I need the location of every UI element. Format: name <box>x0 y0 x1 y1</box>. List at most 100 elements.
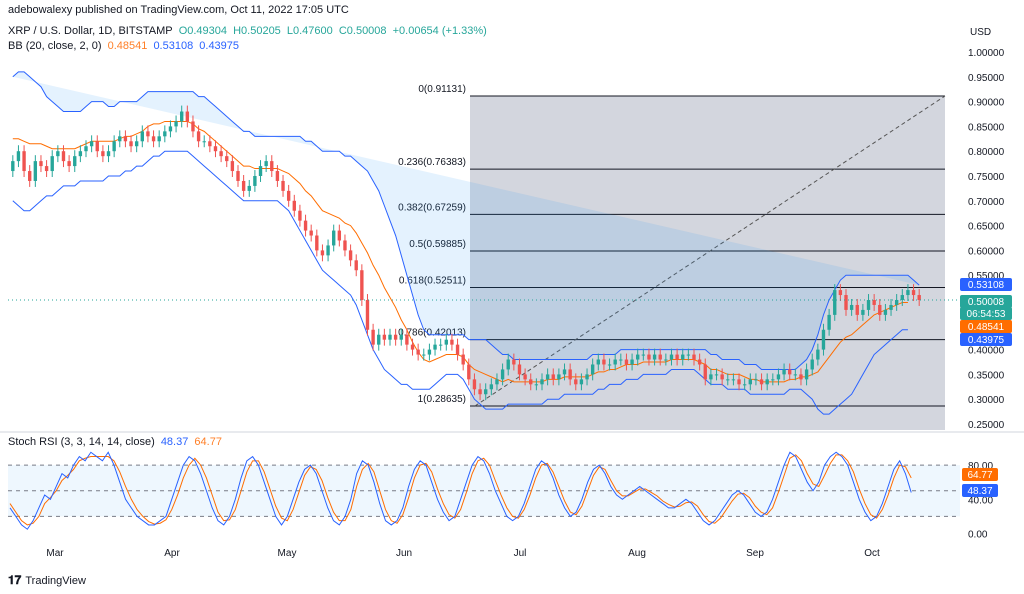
candle-body <box>647 354 651 360</box>
candle-body <box>664 359 668 361</box>
price-tick-label: 0.30000 <box>968 395 1005 406</box>
candle-body <box>607 364 612 366</box>
symbol-label[interactable]: XRP / U.S. Dollar, 1D, BITSTAMP <box>8 25 173 37</box>
candle-body <box>630 359 634 365</box>
candle-body <box>208 141 212 147</box>
candle-body <box>185 111 190 122</box>
tradingview-logo-icon[interactable]: 𝟏𝟕 <box>8 573 22 587</box>
candle-body <box>444 339 448 345</box>
candle-body <box>500 369 505 380</box>
candle-body <box>22 151 26 172</box>
candle-body <box>365 300 370 330</box>
currency-label: USD <box>970 27 991 38</box>
price-tick-label: 0.60000 <box>968 246 1005 257</box>
candle-body <box>101 151 105 157</box>
fib-level-label: 0.618(0.52511) <box>399 276 466 287</box>
bb-upper-value: 0.53108 <box>153 40 194 52</box>
candle-body <box>393 334 398 340</box>
candle-body <box>16 151 21 162</box>
brand-label[interactable]: TradingView <box>25 574 86 587</box>
candle-body <box>737 379 741 385</box>
price-badge-label: 0.53108 <box>968 280 1005 291</box>
candle-body <box>168 126 173 132</box>
candle-body <box>748 379 752 385</box>
bb-basis-value: 0.48541 <box>107 40 148 52</box>
price-badge-label: 0.50008 <box>968 297 1005 308</box>
footer: 𝟏𝟕 TradingView <box>8 573 86 588</box>
price-badge <box>960 295 1012 308</box>
rsi-legend: Stoch RSI (3, 3, 14, 14, close) 48.37 64… <box>8 436 225 448</box>
candle-body <box>911 290 916 296</box>
candle-body <box>596 359 600 365</box>
bollinger-bands <box>12 71 920 415</box>
candle-body <box>427 349 432 355</box>
candle-body <box>146 131 150 137</box>
candle-body <box>878 304 882 315</box>
candle-body <box>742 384 747 386</box>
price-tick-label: 0.55000 <box>968 271 1005 282</box>
rsi-badge-label: 64.77 <box>967 470 992 481</box>
candle-body <box>804 369 809 380</box>
candle-body <box>776 374 781 380</box>
candle-body <box>270 161 274 172</box>
candle-body <box>506 359 510 370</box>
candle-body <box>636 354 640 360</box>
candle-body <box>303 220 308 231</box>
candle-body <box>106 151 111 157</box>
candle-body <box>236 171 240 181</box>
candle-body <box>39 161 43 167</box>
fib-level-label: 0(0.91131) <box>418 84 466 95</box>
bb-lower-value: 0.43975 <box>199 40 240 52</box>
candle-body <box>405 334 409 345</box>
rsi-badge-label: 48.37 <box>967 486 992 497</box>
candle-body <box>590 364 595 375</box>
price-badge <box>960 333 1012 346</box>
candle-body <box>484 389 488 395</box>
fib-background <box>470 95 945 431</box>
candle-body <box>399 334 403 340</box>
candle-body <box>230 161 235 172</box>
candle-body <box>33 161 38 181</box>
close-value: C0.50008 <box>338 25 387 37</box>
candle-body <box>557 374 561 380</box>
candle-body <box>309 230 313 236</box>
candle-body <box>28 171 32 181</box>
bb-upper-line <box>12 71 920 370</box>
candle-body <box>866 300 871 310</box>
rsi-label[interactable]: Stoch RSI (3, 3, 14, 14, close) <box>8 436 155 448</box>
price-badge-label: 0.48541 <box>968 322 1005 333</box>
candle-body <box>174 121 178 127</box>
candle-body <box>410 344 415 350</box>
bb-fill <box>12 71 920 370</box>
candle-body <box>225 156 229 162</box>
candle-body <box>562 369 567 375</box>
price-tick-label: 0.90000 <box>968 98 1005 109</box>
candle-body <box>720 374 724 380</box>
candle-body <box>95 141 99 152</box>
bb-basis-line <box>12 120 908 383</box>
candle-body <box>574 379 578 385</box>
bb-label[interactable]: BB (20, close, 2, 0) <box>8 40 102 52</box>
low-value: L0.47600 <box>286 25 333 37</box>
candle-body <box>697 359 702 365</box>
rsi-tick-label: 0.00 <box>968 530 988 541</box>
candle-body <box>140 131 144 142</box>
fib-level-label: 0.786(0.42013) <box>398 328 466 339</box>
candle-body <box>495 379 499 385</box>
candle-body <box>123 136 128 142</box>
time-tick-label: May <box>278 548 297 559</box>
time-tick-label: Aug <box>628 548 646 559</box>
fib-level-label: 1(0.28635) <box>418 394 466 405</box>
candle-body <box>129 141 133 147</box>
candle-body <box>388 334 392 340</box>
candle-body <box>844 295 848 310</box>
candle-body <box>771 379 775 381</box>
price-badge <box>960 278 1012 291</box>
candle-body <box>782 369 786 375</box>
candle-body <box>906 290 910 296</box>
candle-body <box>326 245 330 256</box>
candle-body <box>196 131 201 142</box>
fib-level-label: 0.5(0.59885) <box>409 239 466 250</box>
rsi-k-value: 48.37 <box>160 436 189 448</box>
